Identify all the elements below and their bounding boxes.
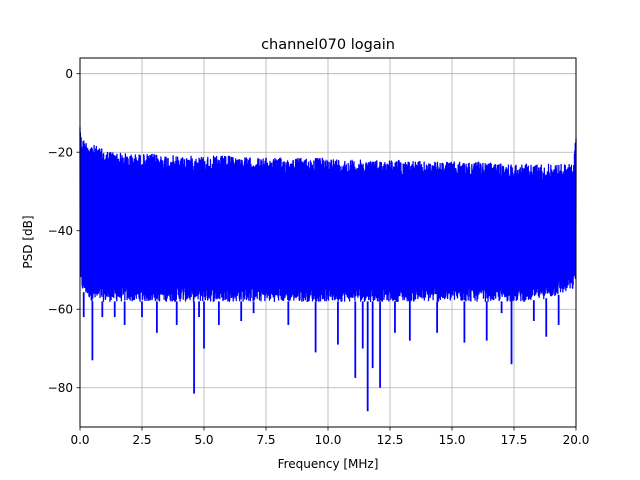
y-tick-label: −60 — [48, 303, 73, 317]
x-tick-label: 20.0 — [563, 433, 590, 447]
y-tick-label: −40 — [48, 224, 73, 238]
y-axis-ticks: −80 −60 −40 −20 0 — [48, 67, 80, 395]
x-tick-label: 2.5 — [132, 433, 151, 447]
y-tick-label: 0 — [65, 67, 73, 81]
y-tick-label: −20 — [48, 146, 73, 160]
x-tick-label: 17.5 — [501, 433, 528, 447]
x-tick-label: 15.0 — [439, 433, 466, 447]
x-tick-label: 10.0 — [315, 433, 342, 447]
x-tick-label: 5.0 — [194, 433, 213, 447]
x-tick-label: 0.0 — [70, 433, 89, 447]
x-tick-label: 12.5 — [377, 433, 404, 447]
y-tick-label: −80 — [48, 381, 73, 395]
x-axis-label: Frequency [MHz] — [278, 457, 379, 471]
x-axis-ticks: 0.0 2.5 5.0 7.5 10.0 12.5 15.0 17.5 20.0 — [70, 427, 589, 447]
y-axis-label: PSD [dB] — [21, 215, 35, 268]
chart-title: channel070 logain — [261, 37, 395, 53]
x-tick-label: 7.5 — [256, 433, 275, 447]
psd-trace — [79, 127, 577, 303]
data-series-psd — [79, 127, 577, 412]
